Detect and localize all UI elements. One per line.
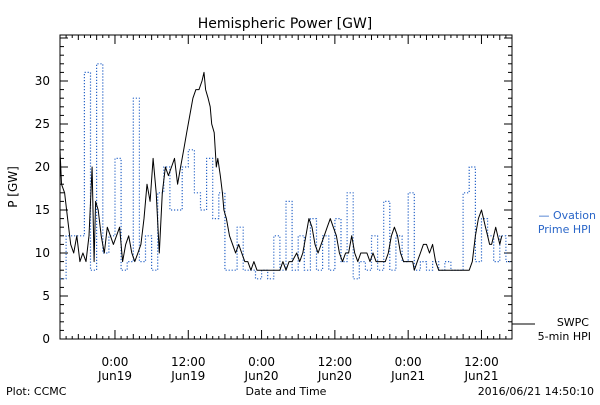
series-layer — [59, 63, 512, 280]
y-tick-label: 0 — [42, 332, 50, 346]
x-tick-label-time: 12:00 — [318, 355, 353, 369]
y-tick-label: 25 — [35, 117, 50, 131]
x-tick-label-date: Jun20 — [317, 369, 352, 383]
chart-title: Hemispheric Power [GW] — [198, 16, 373, 32]
x-tick-label-time: 0:00 — [101, 355, 128, 369]
plot-frame — [59, 34, 513, 340]
x-tick-label-time: 12:00 — [171, 355, 206, 369]
y-axis: 0 5 10 15 20 25 30 — [35, 37, 512, 346]
legend-swpc-label-line1: SWPC — [557, 316, 589, 329]
x-axis-label: Date and Time — [246, 385, 327, 398]
legend-swpc-label-line2: 5-min HPI — [538, 330, 591, 343]
x-tick-label-date: Jun21 — [463, 369, 498, 383]
legend-swpc: SWPC 5-min HPI — [512, 316, 591, 343]
legend-ovation-label-line2: Prime HPI — [538, 223, 591, 236]
x-tick-label-time: 12:00 — [464, 355, 499, 369]
x-tick-label-time: 0:00 — [248, 355, 275, 369]
x-axis: 0:00Jun1912:00Jun190:00Jun2012:00Jun200:… — [59, 35, 513, 383]
x-tick-label-date: Jun19 — [170, 369, 205, 383]
plot-credit: Plot: CCMC — [6, 385, 67, 398]
x-tick-label-date: Jun19 — [97, 369, 132, 383]
legend-ovation: — Ovation Prime HPI — [538, 209, 596, 236]
legend-ovation-label-line1: — Ovation — [539, 209, 597, 222]
swpc-series-line — [59, 71, 503, 271]
ovation-series-line — [60, 63, 512, 280]
y-tick-label: 5 — [42, 289, 50, 303]
plot-timestamp: 2016/06/21 14:50:10 — [478, 385, 594, 398]
y-tick-label: 10 — [35, 246, 50, 260]
y-tick-label: 30 — [35, 74, 50, 88]
x-tick-label-date: Jun20 — [244, 369, 279, 383]
x-tick-label-time: 0:00 — [395, 355, 422, 369]
y-axis-label: P [GW] — [6, 166, 20, 208]
y-tick-label: 15 — [35, 203, 50, 217]
x-tick-label-date: Jun21 — [390, 369, 425, 383]
y-tick-label: 20 — [35, 160, 50, 174]
